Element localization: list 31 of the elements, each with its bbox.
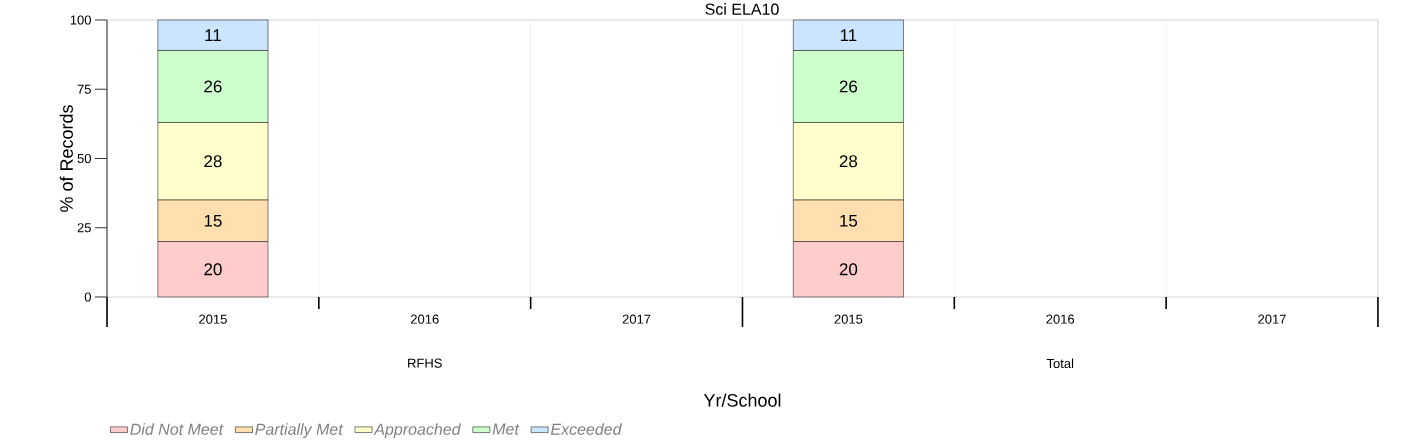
- y-axis-title: % of Records: [59, 105, 73, 212]
- x-tick-label: 2015: [834, 314, 863, 324]
- y-tick-label: 50: [77, 153, 91, 164]
- text: Total: [1046, 358, 1074, 369]
- chart-title: Sci ELA10: [705, 3, 779, 15]
- legend-label: Partially Met: [255, 423, 344, 439]
- data-label: 11: [205, 29, 221, 42]
- y-tick-label: 75: [77, 84, 91, 94]
- legend-label: Did Not Meet: [130, 423, 224, 435]
- legend-label: Met: [492, 423, 520, 435]
- y-tick-label: 0: [84, 292, 91, 302]
- x-tick-label: 2015: [199, 314, 227, 324]
- data-label: 15: [204, 214, 222, 227]
- legend-label: Approached: [373, 423, 462, 439]
- y-tick-label: 25: [77, 223, 91, 233]
- data-label: 28: [204, 155, 222, 168]
- legend-label: Exceeded: [550, 423, 622, 435]
- data-label: 28: [839, 155, 858, 168]
- data-label: 11: [840, 29, 857, 42]
- data-label: 26: [204, 80, 222, 93]
- x-axis-title: Yr/School: [703, 393, 781, 407]
- x-tick-label: 2016: [410, 314, 439, 324]
- data-label: 15: [840, 214, 858, 227]
- text: RFHS: [408, 358, 442, 368]
- data-label: 20: [204, 263, 222, 276]
- data-label: 20: [839, 263, 858, 276]
- y-tick-label: 100: [70, 15, 91, 25]
- data-label: 26: [839, 80, 858, 93]
- x-tick-label: 2017: [1258, 314, 1286, 324]
- x-tick-label: 2017: [622, 314, 651, 324]
- x-tick-label: 2016: [1046, 314, 1075, 324]
